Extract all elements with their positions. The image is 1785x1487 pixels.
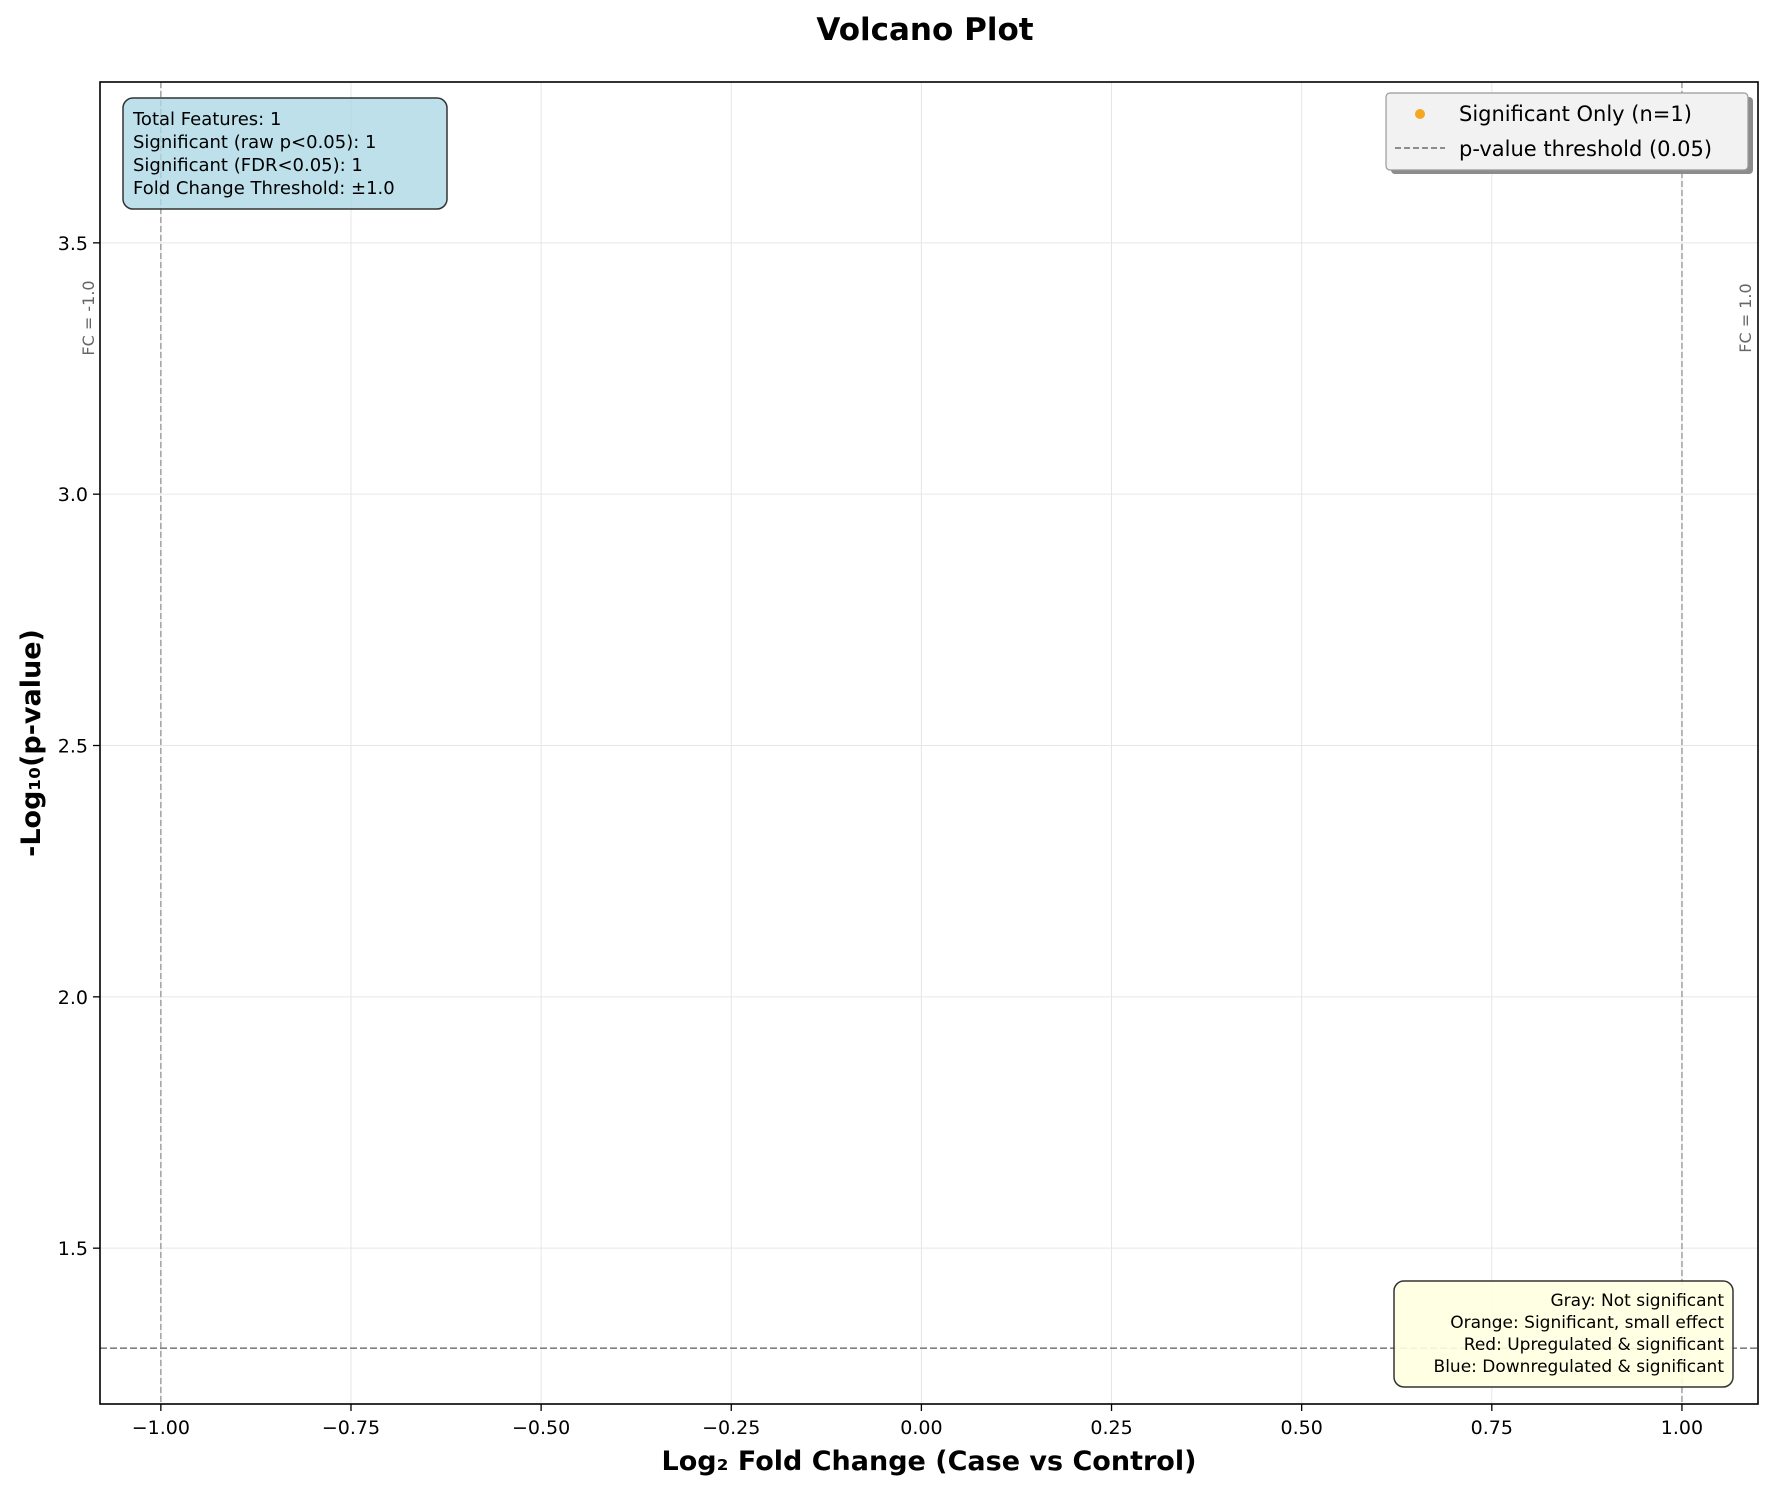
y-tick-label: 3.5: [58, 233, 88, 255]
color-key-line: Orange: Significant, small effect: [1450, 1313, 1724, 1333]
y-tick-label: 2.0: [58, 987, 88, 1009]
fc-threshold-label: FC = -1.0: [79, 280, 98, 355]
stats-line: Fold Change Threshold: ±1.0: [133, 178, 395, 199]
x-tick-label: 0.50: [1281, 1417, 1323, 1439]
x-tick-label: 0.00: [900, 1417, 942, 1439]
x-axis-ticks: −1.00 −0.75 −0.50 −0.25 0.00 0.25 0.50 0.75 1.00: [132, 1404, 1703, 1439]
y-tick-label: 2.5: [58, 736, 88, 758]
fc-threshold-label: FC = 1.0: [1736, 283, 1755, 352]
color-key-box: Gray: Not significant Orange: Significan…: [1393, 1280, 1734, 1388]
y-tick-label: 1.5: [58, 1238, 88, 1260]
color-key-line: Red: Upregulated & significant: [1464, 1335, 1725, 1355]
color-key-line: Blue: Downregulated & significant: [1434, 1357, 1725, 1377]
threshold-layer: FC = -1.0 FC = 1.0: [79, 82, 1758, 1404]
stats-line: Significant (FDR<0.05): 1: [133, 155, 363, 176]
y-tick-label: 3.0: [58, 484, 88, 506]
legend-dot-marker: [1415, 109, 1425, 119]
y-axis-ticks: 1.5 2.0 2.5 3.0 3.5: [58, 233, 100, 1260]
x-tick-label: 0.25: [1090, 1417, 1132, 1439]
x-tick-label: −1.00: [132, 1417, 190, 1439]
y-axis-label: -Log₁₀(p-value): [16, 629, 47, 857]
chart-title: Volcano Plot: [816, 12, 1033, 48]
legend-label-significant: Significant Only (n=1): [1459, 102, 1692, 126]
stats-line: Significant (raw p<0.05): 1: [133, 132, 376, 153]
stats-line: Total Features: 1: [132, 109, 281, 130]
x-axis-label: Log₂ Fold Change (Case vs Control): [662, 1446, 1197, 1477]
plot-frame: [99, 81, 1759, 1405]
x-tick-label: −0.25: [702, 1417, 760, 1439]
grid-layer: [100, 82, 1758, 1404]
color-key-line: Gray: Not significant: [1550, 1291, 1724, 1311]
stats-box: Total Features: 1 Significant (raw p<0.0…: [122, 97, 448, 210]
x-tick-label: −0.75: [322, 1417, 380, 1439]
legend: Significant Only (n=1) p-value threshold…: [1385, 92, 1753, 174]
legend-label-threshold: p-value threshold (0.05): [1459, 137, 1712, 161]
x-tick-label: −0.50: [512, 1417, 570, 1439]
x-tick-label: 1.00: [1661, 1417, 1703, 1439]
x-tick-label: 0.75: [1471, 1417, 1513, 1439]
